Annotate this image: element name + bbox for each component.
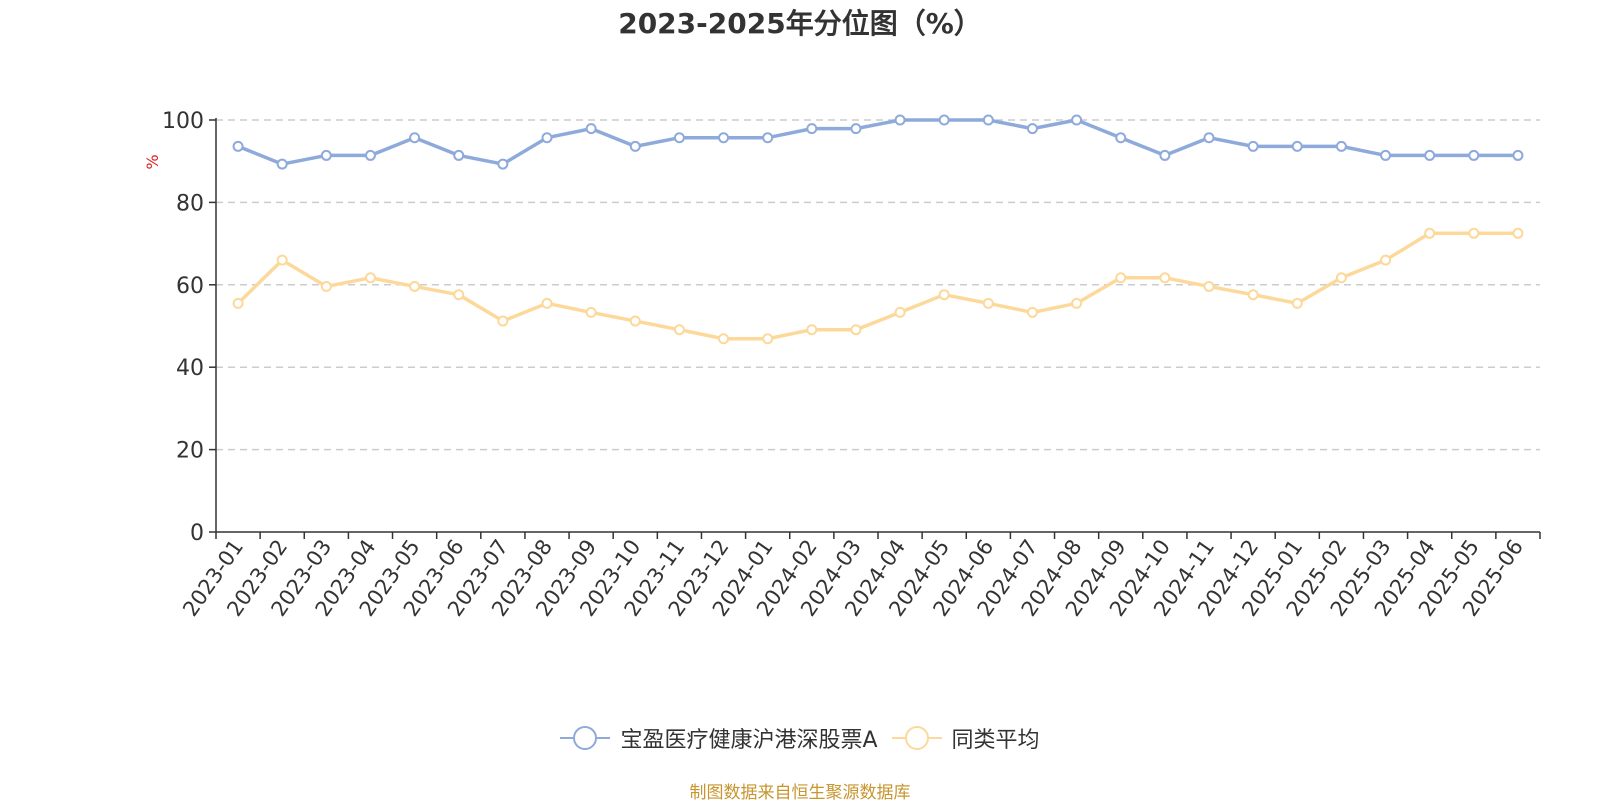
data-point-s2-9[interactable] [629,315,641,327]
y-tick-label-1: 20 [176,439,204,464]
data-point-s2-14[interactable] [850,324,862,336]
data-point-s2-5[interactable] [453,289,465,301]
data-point-s2-6[interactable] [497,315,509,327]
data-point-s2-11[interactable] [718,333,730,345]
axes: 0204060801002023-012023-022023-032023-04… [162,109,1541,621]
legend-item-series-2[interactable]: 同类平均 [891,722,1040,754]
data-point-s2-13[interactable] [806,324,818,336]
data-point-s2-7[interactable] [541,297,553,309]
data-point-s1-9[interactable] [629,140,641,152]
data-point-s1-29[interactable] [1512,149,1524,161]
data-point-s2-22[interactable] [1203,280,1215,292]
data-point-s2-15[interactable] [894,306,906,318]
data-point-s2-0[interactable] [232,297,244,309]
data-point-s2-26[interactable] [1380,254,1392,266]
data-point-s2-1[interactable] [276,254,288,266]
data-point-s2-10[interactable] [673,324,685,336]
y-tick-label-2: 40 [176,356,204,381]
data-point-s1-13[interactable] [806,123,818,135]
data-point-s2-25[interactable] [1335,272,1347,284]
y-tick-label-5: 100 [162,109,204,134]
grid-lines [216,119,1540,451]
data-point-s1-20[interactable] [1115,132,1127,144]
data-point-s1-23[interactable] [1247,140,1259,152]
data-point-s1-10[interactable] [673,132,685,144]
data-point-s1-7[interactable] [541,132,553,144]
data-point-s2-23[interactable] [1247,289,1259,301]
data-point-s1-16[interactable] [938,114,950,126]
legend-marker-series-2 [891,726,942,750]
legend-label-series-1: 宝盈医疗健康沪港深股票A [620,728,878,753]
data-point-s1-18[interactable] [1026,123,1038,135]
data-point-s2-28[interactable] [1468,227,1480,239]
series-layer [232,114,1524,345]
data-point-s2-24[interactable] [1291,297,1303,309]
data-point-s1-22[interactable] [1203,132,1215,144]
data-point-s1-14[interactable] [850,123,862,135]
data-point-s2-2[interactable] [320,280,332,292]
y-tick-label-4: 80 [176,191,204,216]
data-point-s2-8[interactable] [585,306,597,318]
data-point-s2-20[interactable] [1115,272,1127,284]
y-axis-label: % [143,154,162,169]
data-point-s1-25[interactable] [1335,140,1347,152]
data-point-s2-19[interactable] [1071,297,1083,309]
series-line-1 [237,118,1518,166]
data-point-s1-21[interactable] [1159,149,1171,161]
y-tick-label-0: 0 [190,521,204,546]
chart-title: 2023-2025年分位图（%） [618,7,982,40]
data-point-s2-16[interactable] [938,289,950,301]
data-point-s1-4[interactable] [409,132,421,144]
data-point-s1-27[interactable] [1424,149,1436,161]
data-point-s1-1[interactable] [276,158,288,170]
data-point-s1-11[interactable] [718,132,730,144]
data-point-s1-26[interactable] [1380,149,1392,161]
data-point-s1-17[interactable] [982,114,994,126]
legend: 宝盈医疗健康沪港深股票A 同类平均 [0,722,1600,754]
data-point-s1-3[interactable] [364,149,376,161]
legend-label-series-2: 同类平均 [951,728,1040,753]
source-note: 制图数据来自恒生聚源数据库 [689,783,911,803]
data-point-s1-0[interactable] [232,140,244,152]
data-point-s2-21[interactable] [1159,272,1171,284]
data-point-s2-18[interactable] [1026,306,1038,318]
legend-item-series-1[interactable]: 宝盈医疗健康沪港深股票A [560,722,878,754]
legend-marker-series-1 [560,726,611,750]
data-point-s1-2[interactable] [320,149,332,161]
data-point-s1-12[interactable] [762,132,774,144]
y-tick-label-3: 60 [176,274,204,299]
data-point-s1-8[interactable] [585,123,597,135]
series-line-2 [236,231,1518,341]
data-point-s2-4[interactable] [409,280,421,292]
data-point-s1-5[interactable] [453,149,465,161]
data-point-s2-12[interactable] [762,333,774,345]
data-point-s2-17[interactable] [982,297,994,309]
data-point-s1-28[interactable] [1468,149,1480,161]
data-point-s1-6[interactable] [497,158,509,170]
data-point-s1-15[interactable] [894,114,906,126]
data-point-s2-29[interactable] [1512,227,1524,239]
data-point-s1-24[interactable] [1291,140,1303,152]
data-point-s2-27[interactable] [1424,227,1436,239]
data-point-s2-3[interactable] [364,272,376,284]
data-point-s1-19[interactable] [1071,114,1083,126]
